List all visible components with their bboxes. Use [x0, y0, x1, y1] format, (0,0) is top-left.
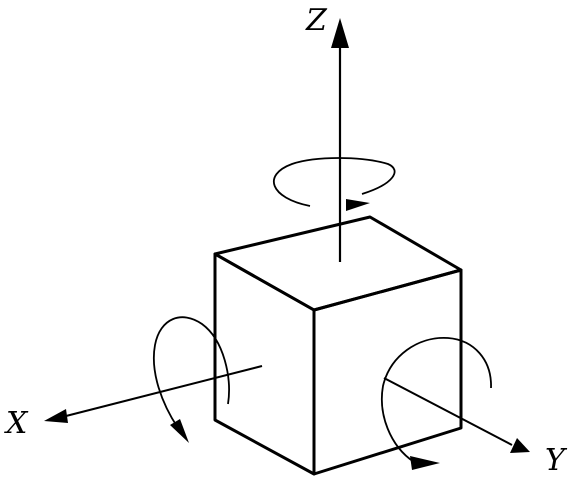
y-axis — [383, 377, 530, 453]
y-axis-arrowhead — [510, 438, 530, 453]
rotation-about-x — [153, 316, 230, 443]
y-axis-line — [383, 377, 513, 446]
rotation-about-z — [272, 157, 396, 211]
x-rotation-curve — [153, 316, 230, 429]
x-axis-label: X — [4, 406, 29, 441]
x-axis-arrowhead — [44, 409, 68, 423]
x-axis — [44, 365, 263, 423]
rotation-about-y — [381, 337, 492, 470]
y-rotation-arrow-icon — [410, 456, 440, 470]
y-rotation-curve — [381, 337, 492, 463]
cube-right-face — [313, 268, 463, 476]
z-axis-arrowhead — [331, 18, 349, 48]
z-axis-label: Z — [305, 3, 328, 38]
x-rotation-arrow-icon — [170, 419, 189, 443]
cube — [213, 215, 463, 476]
cube-top-face — [213, 215, 463, 312]
y-axis-label: Y — [545, 443, 568, 478]
x-axis-line — [65, 365, 263, 417]
cube-front-face — [213, 252, 316, 476]
z-axis — [331, 18, 349, 262]
z-rotation-arrow-icon — [346, 199, 370, 211]
z-rotation-curve — [272, 157, 396, 207]
